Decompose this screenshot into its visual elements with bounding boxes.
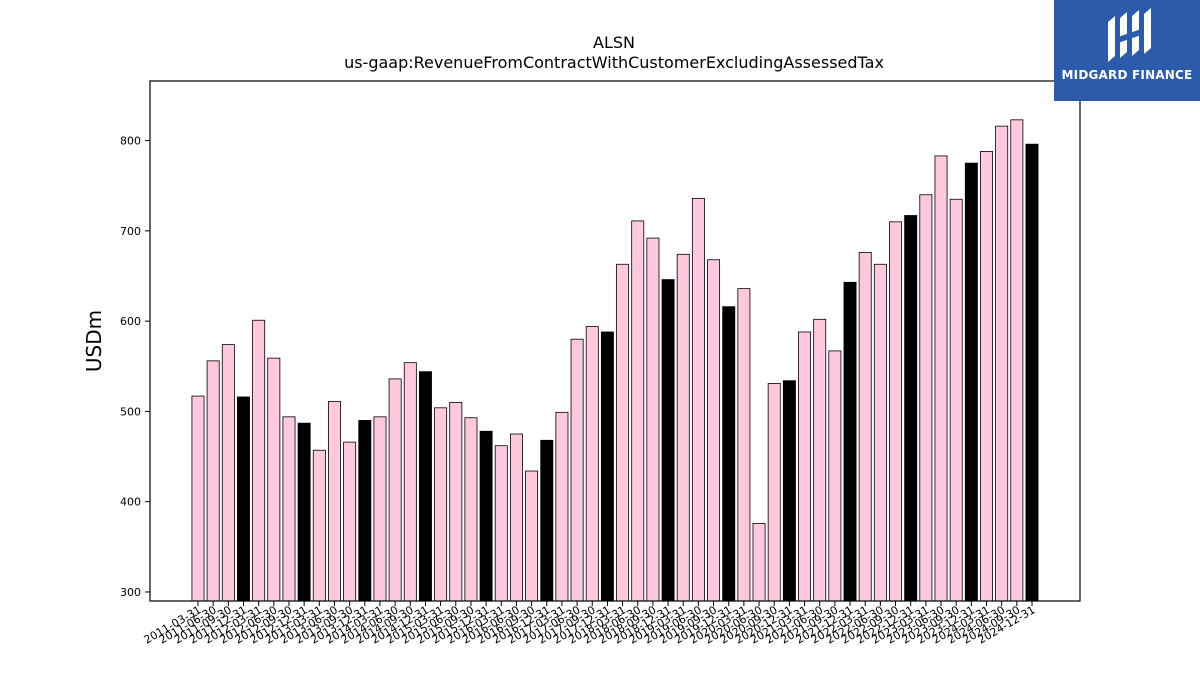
bar-2024-06-30 — [995, 125, 1009, 602]
bar-2020-12-31 — [782, 380, 796, 602]
bar-2014-03-31 — [373, 416, 387, 602]
bar-2015-03-31 — [434, 407, 448, 602]
bar-2011-06-30 — [206, 360, 220, 602]
bar-2024-09-30 — [1010, 119, 1024, 602]
y-tick-label: 700 — [120, 225, 141, 238]
chart-subtitle: us-gaap:RevenueFromContractWithCustomerE… — [344, 53, 884, 72]
plot-frame — [149, 80, 1081, 602]
bar-2015-06-30 — [449, 401, 463, 602]
bar-2011-09-30 — [221, 344, 235, 602]
bar-2023-09-30 — [949, 198, 963, 602]
y-tick-label: 400 — [120, 496, 141, 509]
bar-2018-03-31 — [616, 263, 630, 602]
y-tick-label: 300 — [120, 586, 141, 599]
y-axis: 300 400 500 600 700 800 — [120, 135, 150, 599]
bar-2024-03-31 — [980, 151, 993, 602]
bar-2017-03-31 — [555, 411, 569, 602]
bar-2018-09-30 — [646, 237, 660, 602]
bar-2018-06-30 — [631, 220, 645, 602]
bar-2017-12-31 — [600, 331, 614, 602]
bar-2020-03-31 — [737, 288, 751, 602]
y-axis-label: USDm — [82, 310, 106, 372]
bar-2015-12-31 — [479, 430, 493, 602]
bar-2023-06-30 — [934, 155, 948, 602]
bar-2021-09-30 — [828, 350, 842, 602]
bar-2011-12-31 — [237, 396, 250, 602]
bar-2019-09-30 — [707, 259, 721, 602]
bars-group — [191, 119, 1039, 602]
bar-2013-12-31 — [358, 420, 372, 602]
bar-2021-12-31 — [843, 281, 857, 602]
bar-2020-06-30 — [752, 522, 766, 602]
bar-2024-12-31 — [1025, 143, 1039, 602]
bar-2014-06-30 — [388, 378, 402, 602]
bar-2012-12-31 — [297, 422, 311, 602]
bar-2016-12-31 — [540, 439, 554, 602]
bar-2012-03-31 — [252, 319, 266, 602]
bar-2011-03-31 — [191, 395, 205, 602]
bar-2012-09-30 — [282, 416, 296, 602]
bar-2022-06-30 — [873, 263, 887, 602]
bar-2022-12-31 — [904, 215, 918, 602]
midgard-logo-icon — [1108, 8, 1151, 62]
bar-2022-03-31 — [858, 252, 872, 602]
chart-title: ALSN — [593, 33, 635, 52]
bar-2017-06-30 — [570, 338, 584, 602]
bar-2019-03-31 — [676, 253, 690, 602]
bar-2021-03-31 — [798, 331, 812, 602]
bar-2023-12-31 — [964, 162, 978, 602]
bar-2018-12-31 — [661, 279, 675, 602]
y-tick-label: 600 — [120, 315, 141, 328]
bar-2020-09-30 — [767, 383, 781, 602]
bar-2016-03-31 — [494, 445, 508, 602]
logo-text: MIDGARD FINANCE — [1061, 68, 1193, 82]
bar-2016-09-30 — [525, 470, 539, 602]
x-axis: 2011-03-312011-06-302011-09-302011-12-31… — [142, 601, 1038, 647]
bar-2019-12-31 — [722, 306, 736, 602]
bar-2019-06-30 — [691, 197, 705, 602]
bar-2014-12-31 — [418, 371, 432, 602]
bar-2021-06-30 — [813, 318, 827, 602]
bar-2015-09-30 — [464, 417, 478, 602]
midgard-finance-logo: MIDGARD FINANCE — [1054, 0, 1200, 101]
bar-2023-03-31 — [919, 194, 933, 602]
bar-2017-09-30 — [585, 326, 599, 602]
bar-2022-09-30 — [889, 221, 902, 602]
bar-2013-06-30 — [328, 401, 341, 602]
y-tick-label: 500 — [120, 405, 141, 418]
y-tick-label: 800 — [120, 135, 141, 148]
bar-2012-06-30 — [267, 357, 281, 602]
bar-2013-03-31 — [312, 449, 326, 602]
bar-2016-06-30 — [509, 433, 523, 602]
bar-2014-09-30 — [403, 362, 417, 602]
bar-2013-09-30 — [343, 441, 357, 602]
